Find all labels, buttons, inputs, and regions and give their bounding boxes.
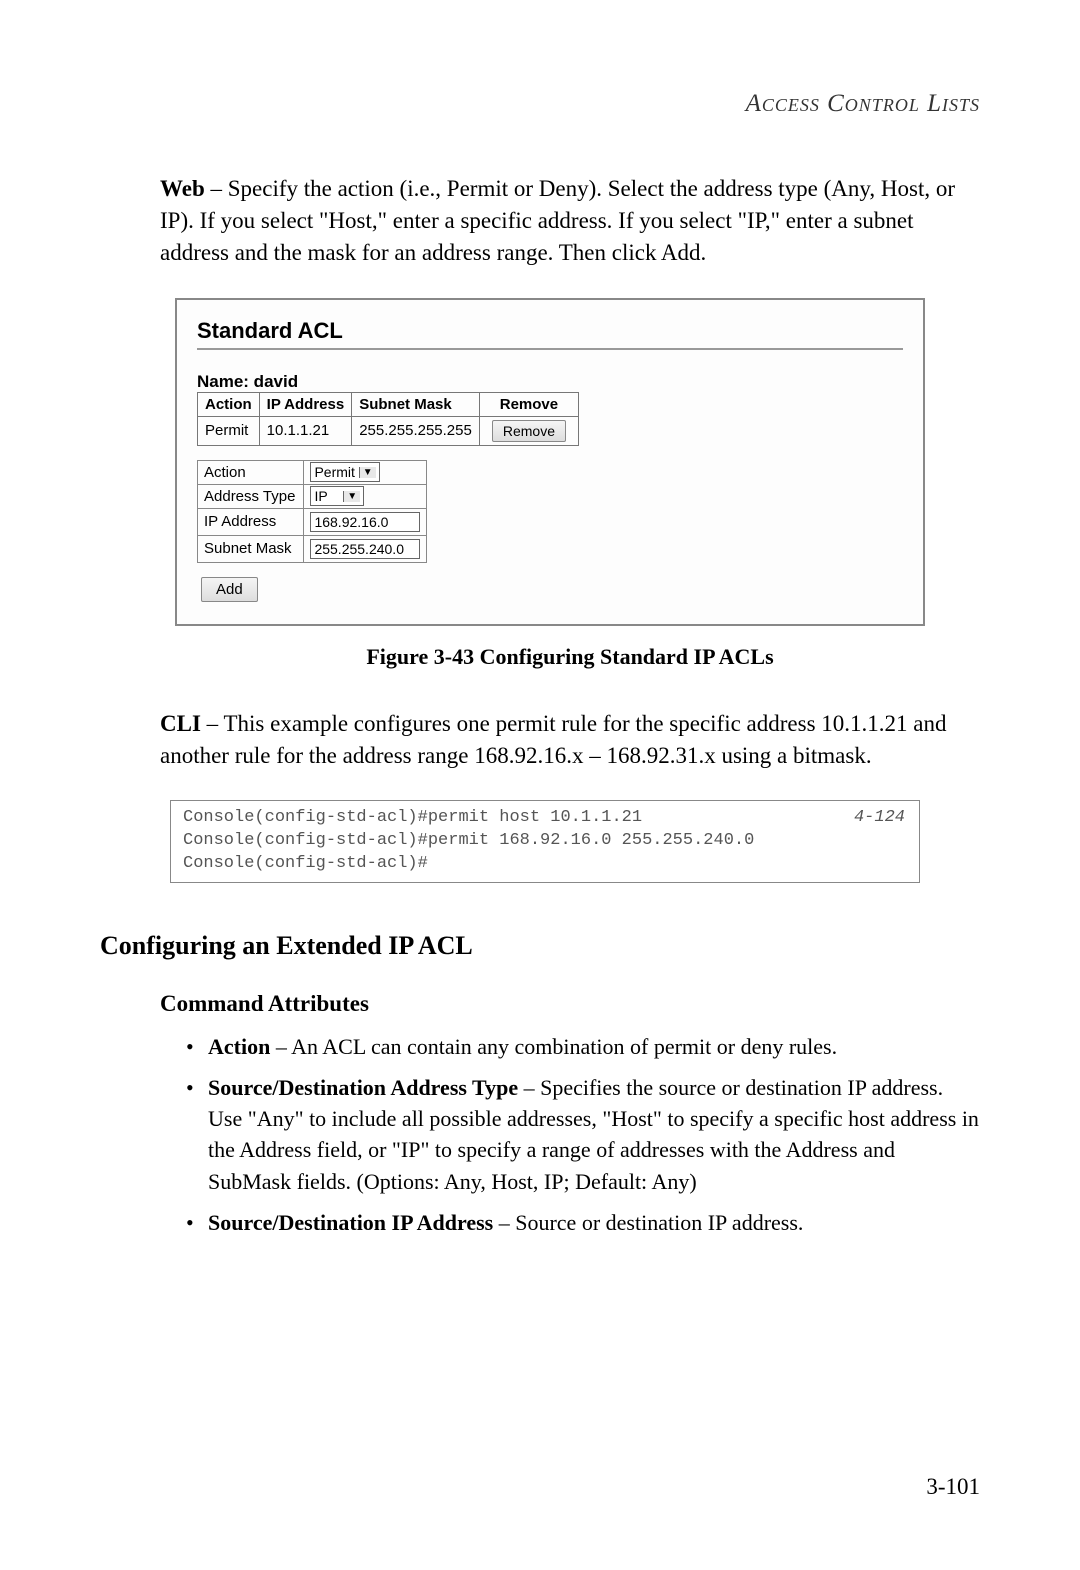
chevron-down-icon: ▼ [359, 467, 376, 478]
list-item: Action – An ACL can contain any combinat… [186, 1031, 980, 1062]
cli-paragraph: CLI – This example configures one permit… [160, 708, 980, 772]
table-row: Permit 10.1.1.21 255.255.255.255 Remove [198, 416, 579, 445]
action-label: Action [198, 460, 304, 484]
cell-mask: 255.255.255.255 [352, 416, 480, 445]
add-button[interactable]: Add [201, 577, 258, 602]
addrtype-select[interactable]: IP ▼ [310, 486, 364, 506]
cli-line1: Console(config-std-acl)#permit host 10.1… [183, 808, 642, 827]
divider [197, 348, 903, 350]
web-paragraph: Web – Specify the action (i.e., Permit o… [160, 173, 980, 270]
mask-input[interactable] [310, 539, 420, 559]
acl-screenshot: Standard ACL Name: david Action IP Addre… [175, 298, 925, 626]
cli-label: CLI [160, 711, 201, 736]
chevron-down-icon: ▼ [343, 491, 360, 502]
attributes-list: Action – An ACL can contain any combinat… [186, 1031, 980, 1238]
cell-action: Permit [198, 416, 260, 445]
ipaddr-label: IP Address [198, 508, 304, 535]
list-item: Source/Destination Address Type – Specif… [186, 1072, 980, 1197]
cli-line2: Console(config-std-acl)#permit 168.92.16… [183, 831, 754, 850]
bullet-term: Source/Destination IP Address [208, 1210, 493, 1235]
addrtype-cell: IP ▼ [304, 484, 427, 508]
remove-button[interactable]: Remove [492, 420, 566, 442]
addrtype-label: Address Type [198, 484, 304, 508]
action-cell: Permit ▼ [304, 460, 427, 484]
cli-reference: 4-124 [854, 807, 905, 830]
web-text: – Specify the action (i.e., Permit or De… [160, 176, 955, 265]
col-remove: Remove [479, 392, 578, 416]
cell-ip: 10.1.1.21 [259, 416, 352, 445]
acl-name-label: Name: david [197, 372, 903, 392]
col-action: Action [198, 392, 260, 416]
figure-caption: Figure 3-43 Configuring Standard IP ACLs [160, 644, 980, 670]
acl-form: Action Permit ▼ Address Type IP ▼ IP Add… [197, 460, 427, 563]
col-ip: IP Address [259, 392, 352, 416]
bullet-term: Action [208, 1034, 270, 1059]
bullet-term: Source/Destination Address Type [208, 1075, 518, 1100]
acl-entries-table: Action IP Address Subnet Mask Remove Per… [197, 392, 579, 446]
acl-title: Standard ACL [197, 318, 903, 344]
cli-output: 4-124 Console(config-std-acl)#permit host… [170, 800, 920, 883]
page-number: 3-101 [926, 1474, 980, 1500]
sub-heading: Command Attributes [160, 991, 980, 1017]
table-header-row: Action IP Address Subnet Mask Remove [198, 392, 579, 416]
bullet-text: – An ACL can contain any combination of … [270, 1034, 837, 1059]
ipaddr-cell [304, 508, 427, 535]
section-heading: Configuring an Extended IP ACL [100, 931, 980, 961]
cli-line3: Console(config-std-acl)# [183, 854, 428, 873]
mask-label: Subnet Mask [198, 535, 304, 562]
web-label: Web [160, 176, 205, 201]
page-header-title: Access Control Lists [100, 90, 980, 118]
action-select[interactable]: Permit ▼ [310, 462, 379, 482]
list-item: Source/Destination IP Address – Source o… [186, 1207, 980, 1238]
ipaddr-input[interactable] [310, 512, 420, 532]
mask-cell [304, 535, 427, 562]
bullet-text: – Source or destination IP address. [493, 1210, 803, 1235]
cell-remove: Remove [479, 416, 578, 445]
col-mask: Subnet Mask [352, 392, 480, 416]
cli-text: – This example configures one permit rul… [160, 711, 947, 768]
